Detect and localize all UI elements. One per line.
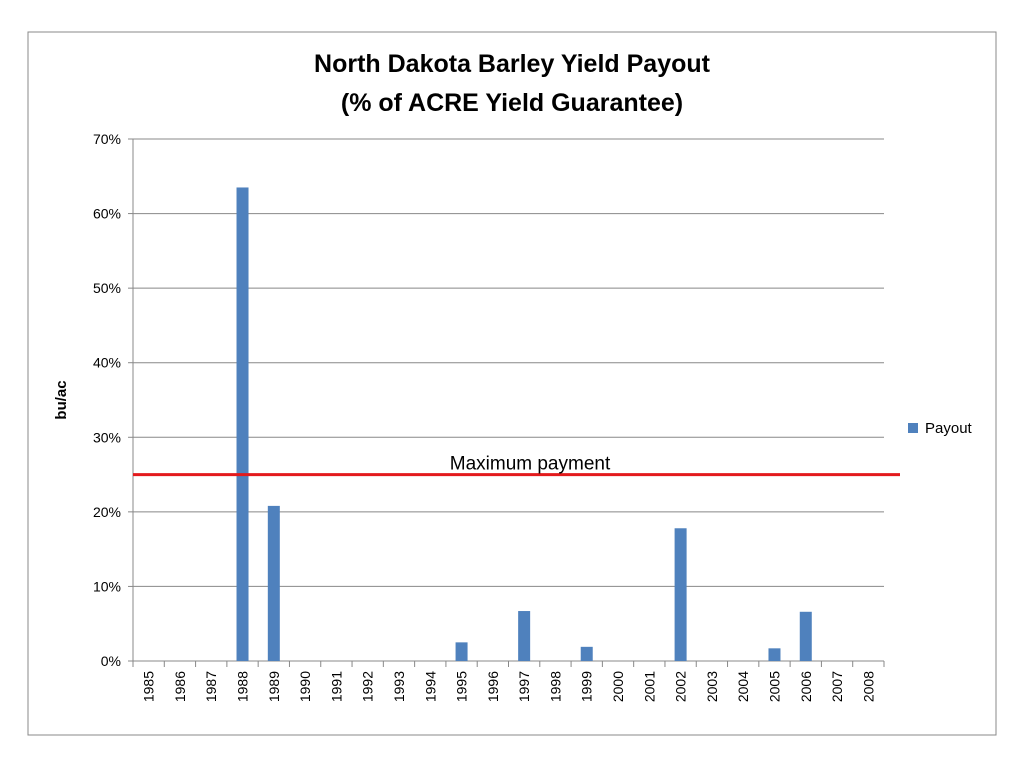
bar xyxy=(267,505,280,661)
bar xyxy=(580,646,593,661)
bar xyxy=(518,611,531,661)
x-tick-label: 1989 xyxy=(266,671,282,702)
x-tick-label: 1990 xyxy=(297,671,313,702)
x-tick-label: 1991 xyxy=(328,671,344,702)
x-tick-label: 1999 xyxy=(579,671,595,702)
chart-title: North Dakota Barley Yield Payout xyxy=(314,50,711,78)
y-tick-label: 30% xyxy=(93,429,121,445)
x-tick-label: 2004 xyxy=(735,671,751,702)
x-tick-label: 1995 xyxy=(454,671,470,702)
bar xyxy=(236,187,249,661)
x-tick-label: 2003 xyxy=(704,671,720,702)
reference-label: Maximum payment xyxy=(450,454,611,475)
x-tick-label: 1985 xyxy=(141,671,157,702)
x-tick-label: 1988 xyxy=(235,671,251,702)
y-tick-label: 70% xyxy=(93,131,121,147)
x-tick-label: 2000 xyxy=(610,671,626,702)
y-tick-label: 20% xyxy=(93,504,121,520)
legend-label: Payout xyxy=(925,420,973,437)
x-tick-label: 2008 xyxy=(860,671,876,702)
x-tick-label: 2005 xyxy=(766,671,782,702)
x-tick-label: 1987 xyxy=(203,671,219,702)
y-tick-label: 10% xyxy=(93,578,121,594)
x-tick-label: 1997 xyxy=(516,671,532,702)
y-axis-label: bu/ac xyxy=(53,380,70,419)
x-tick-label: 2001 xyxy=(641,671,657,702)
bar xyxy=(674,528,687,661)
bar xyxy=(799,611,812,661)
bar xyxy=(455,642,468,661)
x-tick-label: 1994 xyxy=(422,671,438,702)
x-tick-label: 2007 xyxy=(829,671,845,702)
chart-border xyxy=(27,31,997,736)
bar xyxy=(768,648,781,661)
x-tick-label: 1998 xyxy=(547,671,563,702)
y-tick-label: 0% xyxy=(101,653,121,669)
y-tick-label: 60% xyxy=(93,206,121,222)
legend-swatch xyxy=(908,423,918,433)
x-tick-label: 1992 xyxy=(360,671,376,702)
y-tick-label: 50% xyxy=(93,280,121,296)
x-tick-label: 1996 xyxy=(485,671,501,702)
x-tick-label: 1986 xyxy=(172,671,188,702)
chart-subtitle: (% of ACRE Yield Guarantee) xyxy=(341,89,683,117)
x-tick-label: 2002 xyxy=(673,671,689,702)
y-tick-label: 40% xyxy=(93,355,121,371)
x-tick-label: 2006 xyxy=(798,671,814,702)
x-tick-label: 1993 xyxy=(391,671,407,702)
